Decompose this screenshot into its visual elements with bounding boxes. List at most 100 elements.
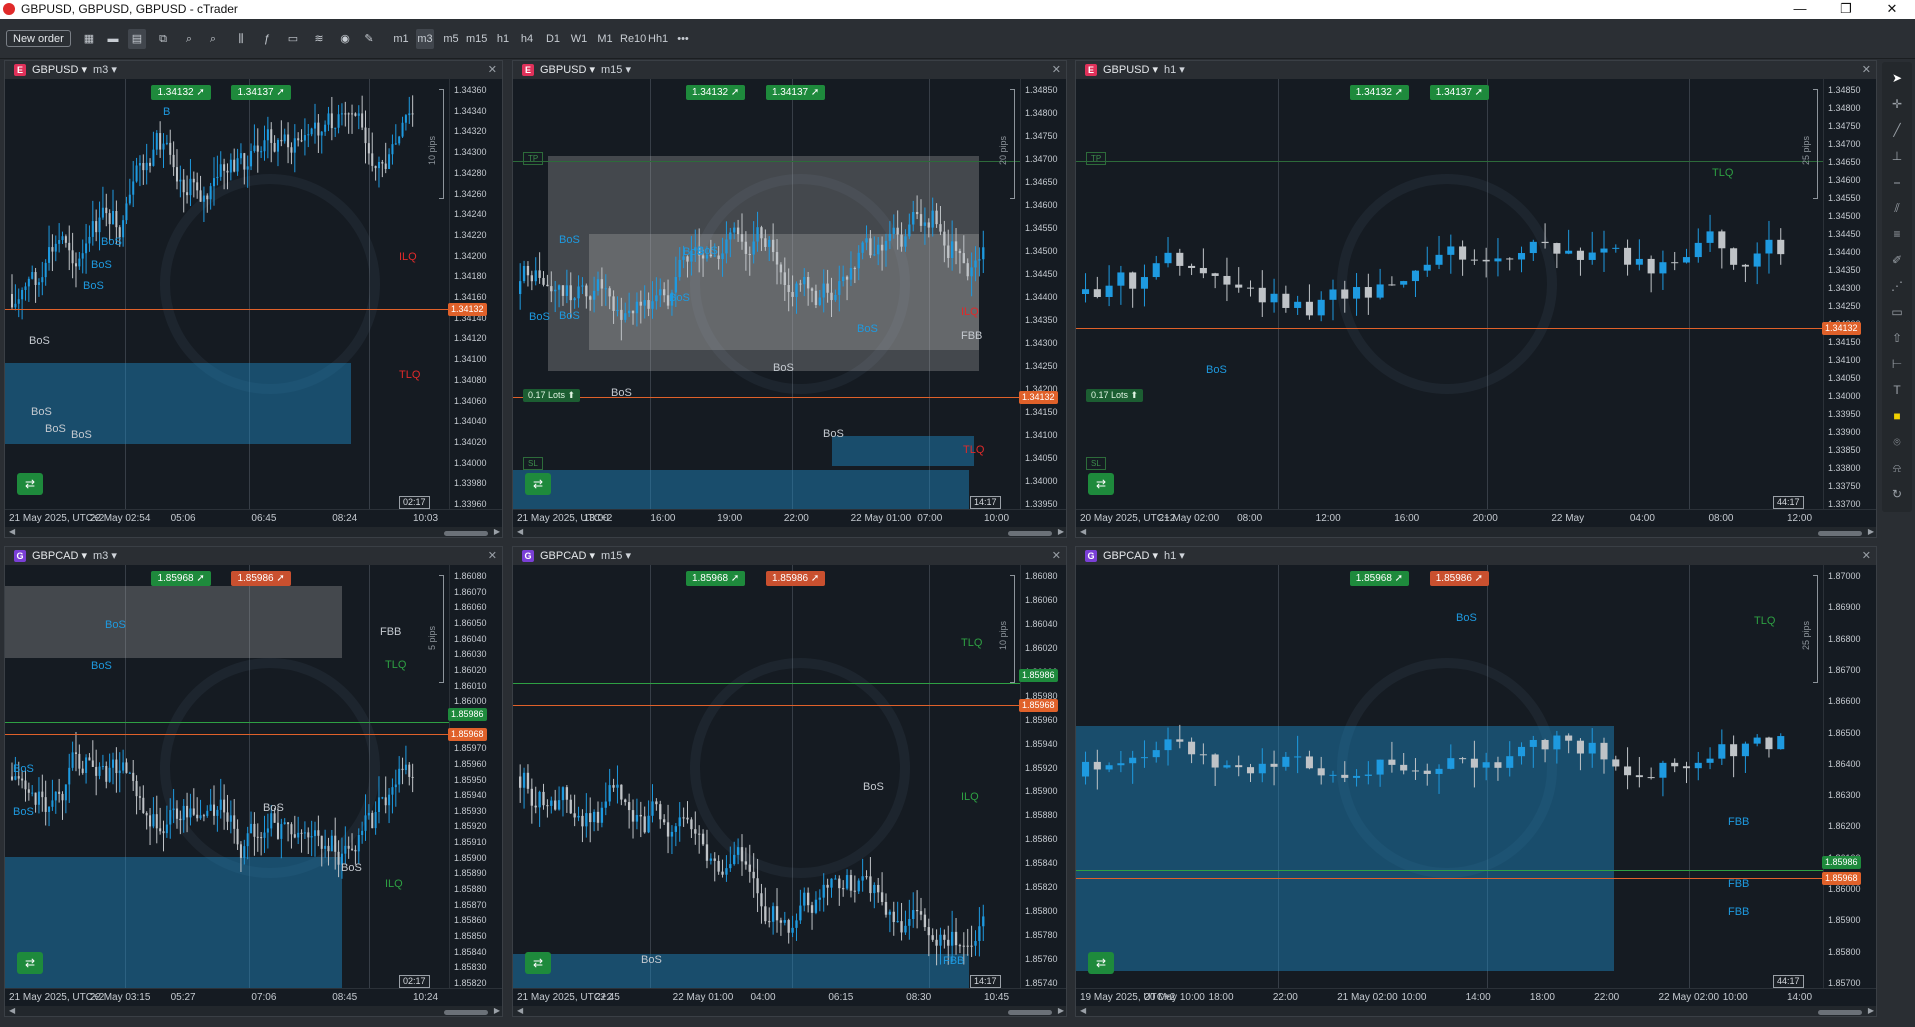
zoom-in-icon[interactable]: ⌕ (185, 33, 193, 45)
symbol-selector[interactable]: GBPCAD ▾ (540, 550, 596, 562)
scrollbar-thumb[interactable] (1818, 1010, 1862, 1015)
scroll-right-icon[interactable]: ▶ (1867, 1006, 1874, 1015)
buy-price-button[interactable]: 1.34137 ➚ (765, 85, 826, 100)
fibonacci-icon[interactable]: ≡ (1893, 227, 1901, 241)
sell-price-button[interactable]: 1.34132 ➚ (1349, 85, 1410, 100)
horizontal-scrollbar[interactable]: ◀ ▶ (513, 1006, 1066, 1016)
scroll-left-icon[interactable]: ◀ (1080, 527, 1087, 536)
timeframe-selector[interactable]: h1 ▾ (1164, 550, 1185, 562)
camera-icon[interactable]: ⌾ (1893, 435, 1901, 449)
time-axis[interactable]: 21 May 2025, UTC+2 13:00 16:00 19:00 22:00 22… (513, 509, 1066, 528)
take-profit-tag[interactable]: TP (1086, 152, 1107, 166)
more-options-icon[interactable]: ••• (677, 33, 689, 45)
sell-price-button[interactable]: 1.34132 ➚ (151, 85, 211, 100)
price-axis[interactable]: 1.860801.860601.860401.860201.860001.859… (1019, 565, 1066, 988)
tf-m15-button[interactable]: m15 (466, 33, 488, 45)
timeframe-selector[interactable]: m3 ▾ (93, 64, 117, 76)
tf-m5-button[interactable]: m5 (443, 33, 459, 45)
indicators-icon[interactable]: ƒ (263, 33, 271, 45)
sell-price-button[interactable]: 1.85968 ➚ (1349, 571, 1410, 586)
price-axis[interactable]: 1.87000 1.86900 1.86800 1.86700 1.86600 1.865… (1822, 565, 1876, 988)
crosshair-icon[interactable]: ✛ (1891, 97, 1903, 111)
position-lots-tag[interactable]: 0.17 Lots ⬆ (523, 388, 581, 402)
price-axis[interactable]: 1.34850 1.34800 1.34750 1.34700 1.34650 1.346… (1019, 79, 1066, 509)
quick-trade-icon[interactable]: ⇄ (1088, 473, 1114, 495)
tf-d1-button[interactable]: D1 (545, 33, 561, 45)
layers-icon[interactable]: ≋ (314, 33, 324, 45)
new-order-button[interactable]: New order (6, 30, 71, 47)
close-chart-icon[interactable]: ✕ (1861, 550, 1871, 562)
timeframe-selector[interactable]: m15 ▾ (601, 550, 631, 562)
sell-price-button[interactable]: 1.34132 ➚ (685, 85, 746, 100)
price-axis[interactable]: 1.86080 1.86070 1.86060 1.86050 1.86040 1.860… (448, 565, 502, 988)
buy-price-button[interactable]: 1.34137 ➚ (1429, 85, 1490, 100)
scrollbar-thumb[interactable] (444, 531, 488, 536)
close-chart-icon[interactable]: ✕ (487, 550, 497, 562)
close-chart-icon[interactable]: ✕ (1051, 64, 1061, 76)
chart-plot-area[interactable]: 1.85968 ➚ 1.85986 ➚ TLQ BoS ILQ BoS FBB ⇄ 14:17 1… (513, 565, 1020, 1005)
buy-price-button[interactable]: 1.34137 ➚ (231, 85, 291, 100)
chart-pane-gbpusd-m3[interactable]: E GBPUSD ▾ m3 ▾ ✕ 1.34132 ➚ 1.34137 ➚ BoS B… (4, 60, 503, 538)
tf-w1-button[interactable]: W1 (570, 33, 588, 45)
scrollbar-thumb[interactable] (1818, 531, 1862, 536)
tf-mn1-button[interactable]: M1 (597, 33, 613, 45)
horizontal-scrollbar[interactable]: ◀ ▶ (5, 1006, 502, 1016)
scroll-left-icon[interactable]: ◀ (517, 1006, 524, 1015)
ray-icon[interactable]: ⎯ (1893, 175, 1900, 189)
chart-plot-area[interactable]: 1.34132 ➚ 1.34137 ➚ BoS BoS BoS BoS BoS BoS BoS I… (5, 79, 449, 509)
scroll-left-icon[interactable]: ◀ (9, 527, 16, 536)
layout-single-icon[interactable]: ▬ (107, 33, 119, 45)
channel-icon[interactable]: ⫽ (1894, 201, 1900, 215)
buy-price-button[interactable]: 1.85986 ➚ (231, 571, 291, 586)
cursor-icon[interactable]: ➤ (1891, 71, 1903, 85)
chart-type-candles-icon[interactable]: ⫼ (238, 33, 244, 45)
time-axis[interactable]: 21 May 2025, UTC+2 22 May 02:54 05:06 06:45… (5, 509, 502, 528)
scroll-right-icon[interactable]: ▶ (493, 1006, 500, 1015)
horizontal-scrollbar[interactable]: ◀ ▶ (513, 527, 1066, 537)
time-axis[interactable]: 21 May 2025, UTC+2 22 May 03:15 05:27 07:06… (5, 988, 502, 1007)
time-axis[interactable]: 21 May 2025, UTC+2 22:45 22 May 01:00 04:00… (513, 988, 1066, 1007)
tf-renko-button[interactable]: Re10 (620, 33, 647, 45)
scrollbar-thumb[interactable] (444, 1010, 488, 1015)
sell-price-button[interactable]: 1.85968 ➚ (685, 571, 746, 586)
chart-plot-area[interactable]: 1.85968 ➚ 1.85986 ➚ BoS TLQ FBB FBB FBB ⇄ 44:17 2… (1076, 565, 1823, 988)
chart-pane-gbpcad-m15[interactable]: G GBPCAD ▾ m15 ▾ ✕ 1.85968 ➚ 1.85986 ➚ TLQ… (512, 546, 1067, 1017)
close-window-button[interactable]: ✕ (1886, 1, 1898, 16)
close-chart-icon[interactable]: ✕ (1861, 64, 1871, 76)
alert-icon[interactable]: ⍾ (1893, 461, 1901, 475)
symbol-selector[interactable]: GBPUSD ▾ (32, 64, 88, 76)
chart-pane-gbpusd-h1[interactable]: E GBPUSD ▾ h1 ▾ ✕ 1.34132 ➚ 1.34137 ➚ TP SL… (1075, 60, 1877, 538)
symbol-selector[interactable]: GBPUSD ▾ (540, 64, 596, 76)
close-chart-icon[interactable]: ✕ (1051, 550, 1061, 562)
horizontal-line-icon[interactable]: ⊥ (1891, 149, 1903, 163)
layout-split-icon[interactable]: ▤ (128, 29, 146, 49)
stop-loss-tag[interactable]: SL (523, 457, 543, 471)
layout-grid-icon[interactable]: ▦ (83, 33, 95, 45)
scroll-left-icon[interactable]: ◀ (517, 527, 524, 536)
time-axis[interactable]: 20 May 2025, UTC+2 21 May 02:00 08:00 12:00… (1076, 509, 1876, 528)
scrollbar-thumb[interactable] (1008, 1010, 1052, 1015)
highlight-icon[interactable]: ■ (1893, 409, 1901, 423)
buy-price-button[interactable]: 1.85986 ➚ (765, 571, 826, 586)
scroll-right-icon[interactable]: ▶ (1867, 527, 1874, 536)
scroll-right-icon[interactable]: ▶ (1057, 527, 1064, 536)
maximize-button[interactable]: ❐ (1840, 1, 1852, 16)
rectangle-icon[interactable]: ▭ (1891, 305, 1903, 319)
symbol-selector[interactable]: GBPCAD ▾ (1103, 550, 1159, 562)
templates-icon[interactable]: ▭ (287, 33, 299, 45)
trendline-icon[interactable]: ╱ (1893, 123, 1901, 137)
price-axis[interactable]: 1.34360 1.34340 1.34320 1.34300 1.34280 1.342… (448, 79, 502, 509)
scroll-right-icon[interactable]: ▶ (493, 527, 500, 536)
quick-trade-icon[interactable]: ⇄ (525, 952, 551, 974)
take-profit-tag[interactable]: TP (523, 152, 544, 166)
minimize-button[interactable]: — (1793, 1, 1807, 16)
scroll-left-icon[interactable]: ◀ (1080, 1006, 1087, 1015)
position-lots-tag[interactable]: 0.17 Lots ⬆ (1086, 388, 1144, 402)
visibility-icon[interactable]: ◉ (340, 33, 350, 45)
tf-m1-button[interactable]: m1 (393, 33, 409, 45)
horizontal-scrollbar[interactable]: ◀ ▶ (5, 527, 502, 537)
time-axis[interactable]: 19 May 2025, UTC+2 20 May 10:00 18:00 22:00… (1076, 988, 1876, 1007)
buy-price-button[interactable]: 1.85986 ➚ (1429, 571, 1490, 586)
horizontal-scrollbar[interactable]: ◀ ▶ (1076, 1006, 1876, 1016)
quick-trade-icon[interactable]: ⇄ (525, 473, 551, 495)
